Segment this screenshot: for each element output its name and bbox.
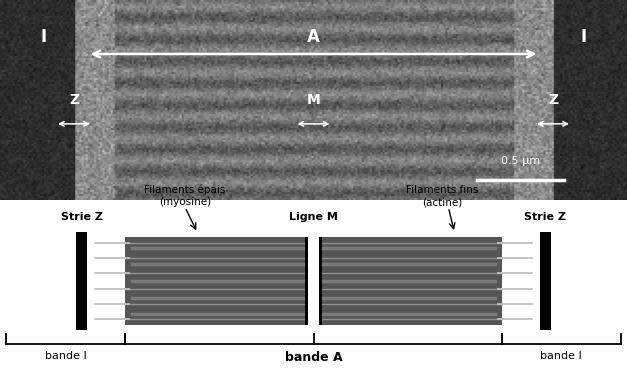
Text: Filaments fins
(actine): Filaments fins (actine) xyxy=(406,185,478,207)
Bar xyxy=(305,237,308,325)
Text: bande I: bande I xyxy=(540,351,582,361)
Text: I: I xyxy=(580,28,586,46)
Text: A: A xyxy=(307,28,320,46)
Text: M: M xyxy=(307,93,320,107)
Text: I: I xyxy=(41,28,47,46)
Text: bande I: bande I xyxy=(45,351,87,361)
Text: Ligne M: Ligne M xyxy=(289,212,338,222)
Bar xyxy=(308,237,319,325)
Text: 0.5 µm: 0.5 µm xyxy=(501,156,540,166)
Bar xyxy=(125,237,502,325)
Text: bande A: bande A xyxy=(285,351,342,364)
Bar xyxy=(76,232,87,330)
Text: Strie Z: Strie Z xyxy=(61,212,102,222)
Text: Strie Z: Strie Z xyxy=(525,212,566,222)
Bar xyxy=(540,232,551,330)
Text: Filaments épais
(myosine): Filaments épais (myosine) xyxy=(144,184,226,207)
Bar xyxy=(319,237,322,325)
Text: Z: Z xyxy=(548,93,558,107)
Text: Z: Z xyxy=(69,93,79,107)
